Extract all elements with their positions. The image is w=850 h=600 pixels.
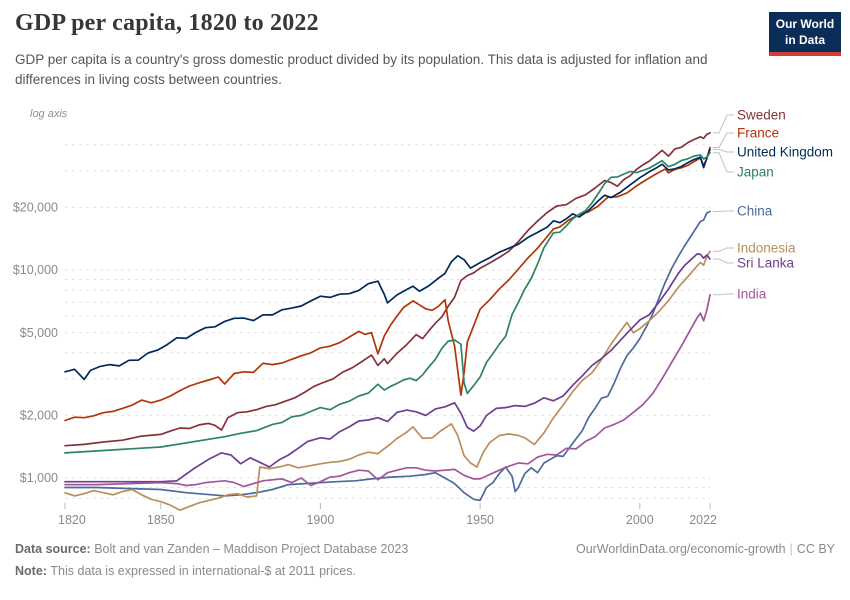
x-axis-label-1900: 1900 bbox=[306, 513, 334, 527]
legend-connector-china bbox=[713, 210, 734, 212]
data-source: Data source: Bolt and van Zanden – Maddi… bbox=[15, 542, 408, 556]
legend-label-united-kingdom[interactable]: United Kingdom bbox=[737, 145, 833, 160]
legend-label-france[interactable]: France bbox=[737, 126, 779, 141]
y-axis-label-1000: $1,000 bbox=[20, 471, 58, 485]
y-axis-label-2000: $2,000 bbox=[20, 409, 58, 423]
x-axis-label-2022: 2022 bbox=[689, 513, 717, 527]
footer-links: OurWorldinData.org/economic-growth | CC BY bbox=[576, 542, 835, 556]
owid-logo[interactable]: Our World in Data bbox=[769, 12, 841, 57]
data-source-label: Data source: bbox=[15, 542, 95, 556]
x-axis-label-1820: 1820 bbox=[58, 513, 86, 527]
legend-connector-india bbox=[713, 293, 734, 296]
legend-label-indonesia[interactable]: Indonesia bbox=[737, 241, 796, 256]
chart-footer: Data source: Bolt and van Zanden – Maddi… bbox=[15, 542, 835, 578]
legend-connector-sri-lanka bbox=[713, 258, 734, 264]
log-axis-label: log axis bbox=[30, 108, 68, 120]
legend-connector-indonesia bbox=[713, 247, 734, 252]
y-axis-label-5000: $5,000 bbox=[20, 326, 58, 340]
legend-label-china[interactable]: China bbox=[737, 204, 773, 219]
line-united-kingdom[interactable] bbox=[64, 148, 711, 381]
line-sri-lanka[interactable] bbox=[64, 253, 711, 483]
chart-note: Note: This data is expressed in internat… bbox=[15, 564, 835, 578]
license-link[interactable]: CC BY bbox=[796, 542, 835, 556]
legend-connector-sweden bbox=[713, 114, 734, 134]
owid-link[interactable]: OurWorldinData.org/economic-growth bbox=[575, 542, 786, 556]
legend-connector-united-kingdom bbox=[713, 148, 734, 153]
gdp-line-chart: $1,000 $2,000 $5,000 $10,000 $20,000 1820 1850… bbox=[13, 108, 833, 528]
chart-subtitle: GDP per capita is a country's gross dome… bbox=[15, 52, 708, 88]
legend-label-japan[interactable]: Japan bbox=[737, 165, 774, 180]
line-china[interactable] bbox=[64, 210, 711, 502]
x-axis-label-1850: 1850 bbox=[147, 513, 175, 527]
line-india[interactable] bbox=[64, 293, 711, 488]
line-france[interactable] bbox=[64, 146, 711, 422]
legend-connector-japan bbox=[713, 152, 734, 173]
page-title: GDP per capita, 1820 to 2022 bbox=[15, 10, 319, 36]
x-axis-label-2000: 2000 bbox=[626, 513, 654, 527]
y-axis-label-20000: $20,000 bbox=[13, 201, 58, 215]
footer-separator: | bbox=[789, 542, 793, 556]
note-text: This data is expressed in international-… bbox=[50, 564, 356, 578]
legend-label-sweden[interactable]: Sweden bbox=[737, 108, 786, 123]
owid-logo-line1: Our World bbox=[775, 17, 835, 31]
x-axis-label-1950: 1950 bbox=[466, 513, 494, 527]
legend-connector-france bbox=[713, 132, 734, 148]
owid-logo-line2: in Data bbox=[784, 32, 825, 47]
legend-label-sri-lanka[interactable]: Sri Lanka bbox=[737, 256, 795, 271]
note-label: Note: bbox=[15, 564, 51, 578]
data-source-text: Bolt and van Zanden – Maddison Project D… bbox=[94, 542, 409, 556]
legend-label-india[interactable]: India bbox=[737, 287, 767, 302]
line-sweden[interactable] bbox=[64, 132, 711, 447]
y-axis-label-10000: $10,000 bbox=[13, 263, 58, 277]
line-japan[interactable] bbox=[64, 151, 711, 454]
line-indonesia[interactable] bbox=[64, 250, 711, 512]
